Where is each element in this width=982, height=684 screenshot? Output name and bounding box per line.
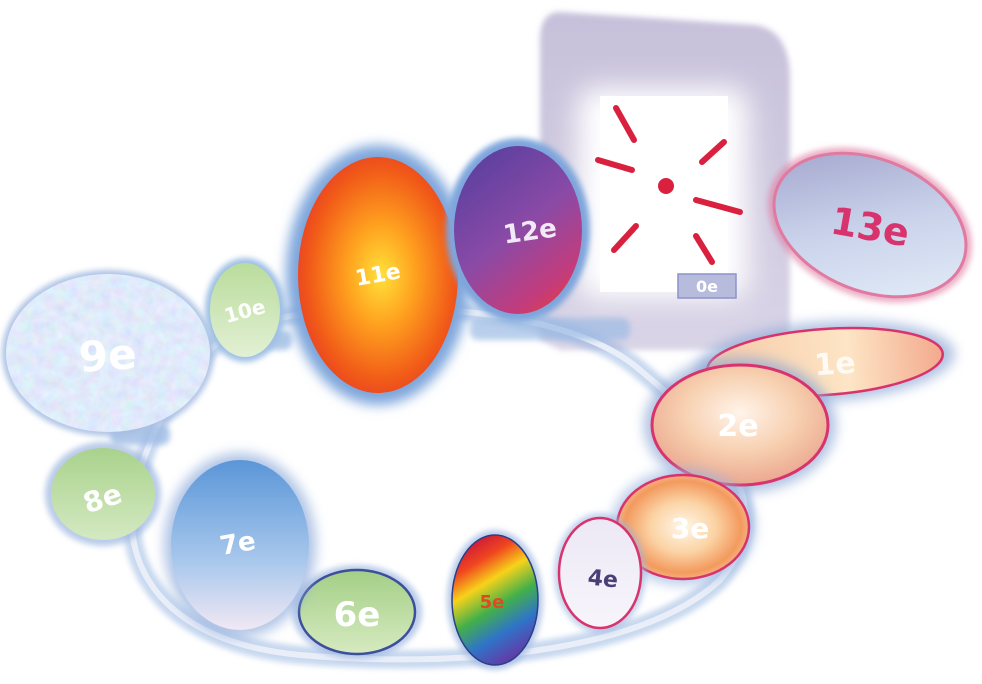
label-4e: 4e [587,565,620,593]
disc-11e: 11e [286,145,470,405]
label-3e: 3e [671,512,709,545]
disc-6e: 6e [292,565,422,659]
label-0e: 0e [696,277,718,296]
disc-3e: 3e [611,469,755,585]
label-6e: 6e [334,595,381,635]
zero-badge: 0e [677,273,737,299]
disc-4e: 4e [554,513,646,633]
starburst-icon [595,105,743,265]
label-7e: 7e [218,526,258,562]
disc-2e: 2e [644,357,836,493]
disc-9e: 9e [2,270,214,436]
disc-12e: 12e [446,138,590,322]
disc-13e: 13e [768,147,972,303]
disc-8e: 8e [45,442,161,546]
center-panel [540,12,790,350]
label-9e: 9e [77,329,138,382]
label-12e: 12e [501,213,558,250]
disc-10e: 10e [205,258,285,362]
label-5e: 5e [480,592,505,613]
disc-7e: 7e [164,453,316,637]
label-2e: 2e [717,409,758,444]
label-1e: 1e [813,346,857,384]
disc-5e: 5e [447,530,543,670]
